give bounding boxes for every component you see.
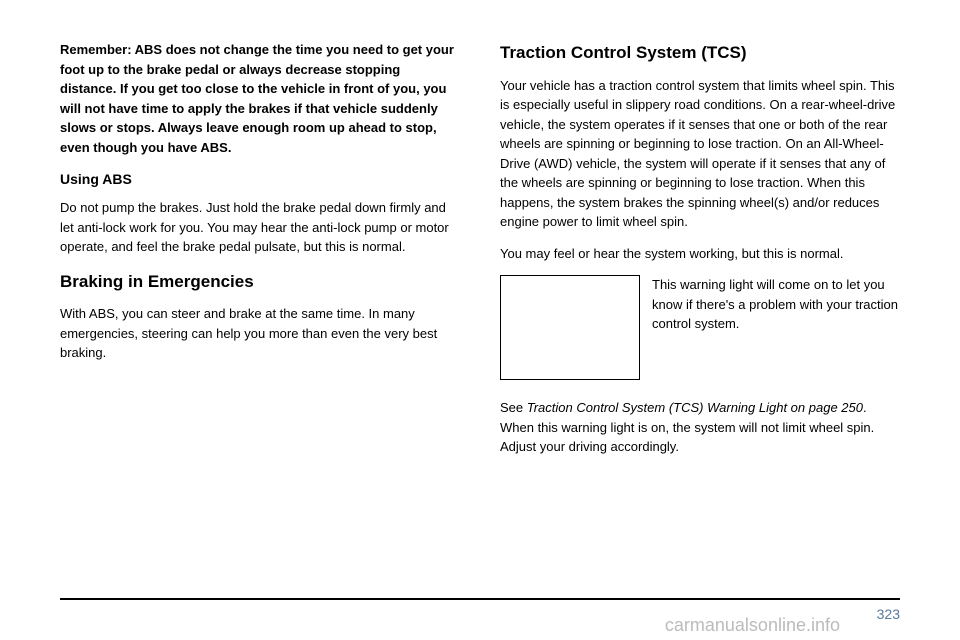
see-prefix: See <box>500 400 527 415</box>
warning-light-caption: This warning light will come on to let y… <box>652 275 900 334</box>
braking-emergencies-body: With ABS, you can steer and brake at the… <box>60 304 460 363</box>
tcs-body-1: Your vehicle has a traction control syst… <box>500 76 900 232</box>
warning-light-row: This warning light will come on to let y… <box>500 275 900 380</box>
using-abs-body: Do not pump the brakes. Just hold the br… <box>60 198 460 257</box>
see-reference: See Traction Control System (TCS) Warnin… <box>500 398 900 457</box>
left-column: Remember: ABS does not change the time y… <box>60 40 460 570</box>
watermark: carmanualsonline.info <box>665 615 840 636</box>
tcs-heading: Traction Control System (TCS) <box>500 40 900 66</box>
remember-paragraph: Remember: ABS does not change the time y… <box>60 40 460 157</box>
warning-light-image <box>500 275 640 380</box>
tcs-body-2: You may feel or hear the system working,… <box>500 244 900 264</box>
using-abs-heading: Using ABS <box>60 169 460 190</box>
page-content: Remember: ABS does not change the time y… <box>60 40 900 570</box>
right-column: Traction Control System (TCS) Your vehic… <box>500 40 900 570</box>
braking-emergencies-heading: Braking in Emergencies <box>60 269 460 295</box>
footer-divider <box>60 598 900 600</box>
see-italic: Traction Control System (TCS) Warning Li… <box>527 400 863 415</box>
